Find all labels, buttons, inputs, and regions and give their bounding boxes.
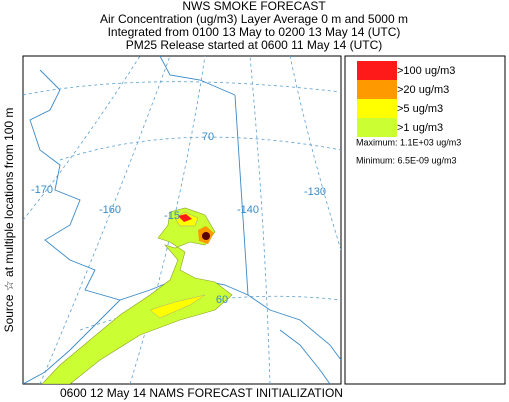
border: [234, 94, 249, 296]
coastline: [159, 56, 236, 96]
latitude-label: 60: [216, 294, 228, 306]
graticule: [59, 136, 341, 161]
title: NWS SMOKE FORECAST: [182, 0, 326, 13]
legend: Maximum: 1.1E+03 ug/m3 Minimum: 6.5E-09 …: [344, 55, 506, 385]
legend-label: >100 ug/m3: [397, 65, 455, 77]
legend-swatch: [357, 99, 397, 118]
legend-swatch: [357, 80, 397, 99]
coastline: [29, 69, 341, 361]
legend-label: >20 ug/m3: [397, 84, 449, 96]
graticule: [23, 56, 141, 221]
coastline: [279, 329, 331, 384]
graticule: [23, 81, 341, 96]
smoke-plume: [202, 232, 210, 240]
subtitle: Integrated from 0100 13 May to 0200 13 M…: [108, 25, 401, 39]
graticule: [39, 56, 171, 384]
legend-maximum: Maximum: 1.1E+03 ug/m3: [356, 137, 461, 147]
legend-minimum: Minimum: 6.5E-09 ug/m3: [356, 155, 457, 165]
map: -170 -160 -15 -140 -130 70 60: [22, 55, 342, 385]
legend-swatch: [357, 118, 397, 137]
latitude-label: 70: [202, 131, 214, 143]
coastline: [23, 299, 121, 384]
side-label: Source ☆ at multiple locations from 100 …: [2, 108, 16, 333]
longitude-label: -170: [31, 184, 53, 196]
longitude-label: -140: [237, 204, 259, 216]
graticule: [249, 56, 271, 384]
smoke-plume: [41, 207, 233, 384]
longitude-label: -15: [164, 210, 180, 222]
longitude-label: -130: [304, 186, 326, 198]
longitude-label: -160: [99, 204, 121, 216]
legend-label: >5 ug/m3: [397, 103, 443, 115]
subtitle: Air Concentration (ug/m3) Layer Average …: [100, 12, 408, 26]
smoke-plume: [149, 294, 206, 319]
legend-swatch: [357, 61, 397, 80]
subtitle: PM25 Release started at 0600 11 May 14 (…: [126, 38, 383, 52]
smoke-plume: [178, 214, 192, 222]
graticule: [289, 56, 341, 251]
footer: 0600 12 May 14 NAMS FORECAST INITIALIZAT…: [60, 386, 343, 400]
legend-label: >1 ug/m3: [397, 122, 443, 134]
